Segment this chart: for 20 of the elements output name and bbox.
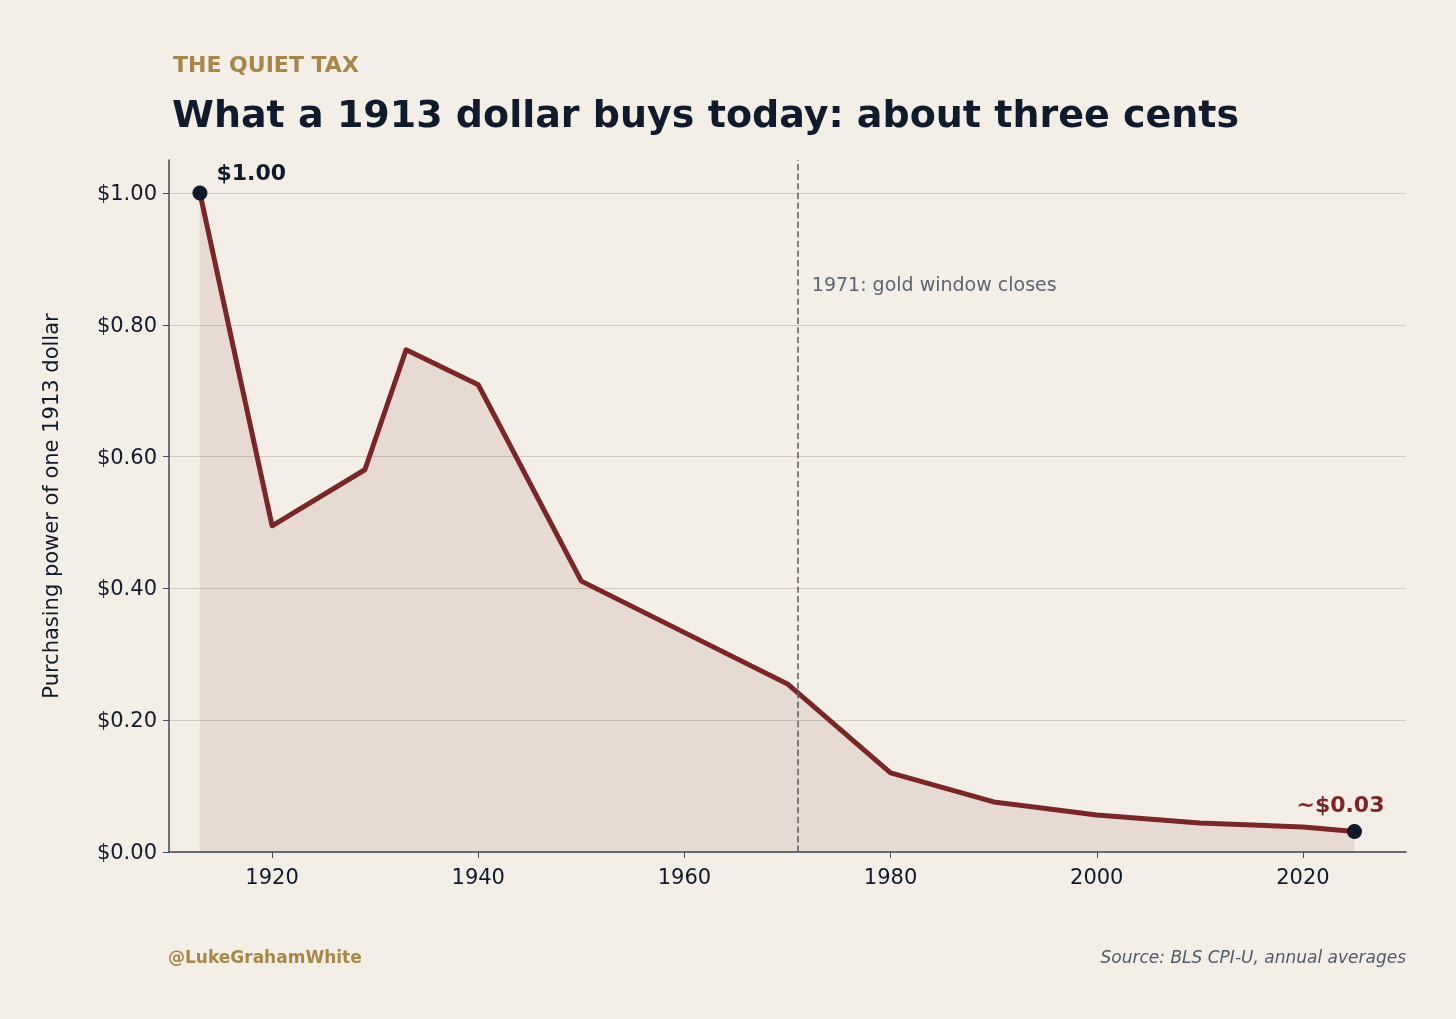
y-axis-title: Purchasing power of one 1913 dollar <box>38 312 63 699</box>
x-tick-label: 1960 <box>657 864 712 889</box>
chart-subtitle: THE QUIET TAX <box>173 51 359 77</box>
chart-title: What a 1913 dollar buys today: about three cents <box>172 92 1240 136</box>
annotation: ~$0.03 <box>1296 791 1385 817</box>
x-tick-label: 1980 <box>863 864 918 889</box>
source-note: Source: BLS CPI-U, annual averages <box>1100 946 1407 967</box>
x-tick-label: 1940 <box>451 864 505 889</box>
y-tick-label: $1.00 <box>96 180 157 205</box>
y-tick-label: $0.80 <box>96 312 157 337</box>
y-tick-label: $0.40 <box>96 576 157 601</box>
x-tick-label: 2020 <box>1276 864 1330 889</box>
text: @LukeGrahamWhite <box>168 946 362 967</box>
y-tick-label: $0.60 <box>96 444 157 469</box>
annotation: $1.00 <box>216 160 287 186</box>
ref-line-label: 1971: gold window closes <box>811 273 1057 296</box>
y-tick-label: $0.20 <box>96 708 157 733</box>
x-tick-label: 2000 <box>1070 864 1124 889</box>
x-tick-label: 1920 <box>245 864 299 889</box>
y-tick-label: $0.00 <box>96 840 157 864</box>
